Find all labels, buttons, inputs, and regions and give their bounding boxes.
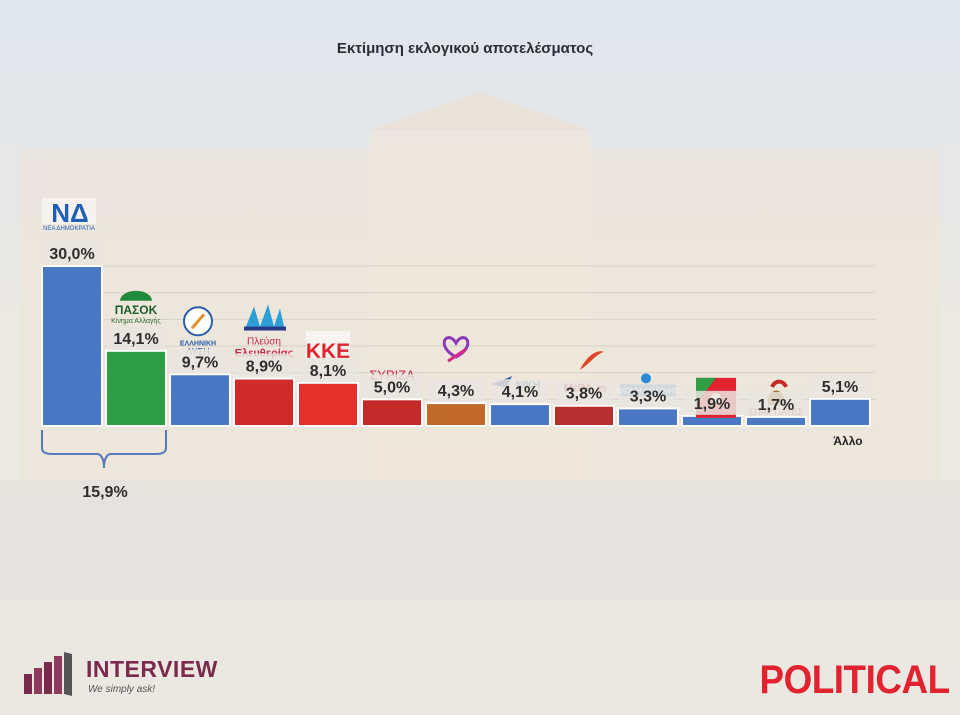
- value-label-niki: 4,1%: [502, 384, 538, 401]
- logo-text: ΝΕΑ ΔΗΜΟΚΡΑΤΙΑ: [43, 226, 95, 232]
- value-label-spartiates: 1,7%: [758, 397, 794, 414]
- bar-syriza: [361, 398, 423, 428]
- logo-kke: ΚΚΕ: [306, 330, 350, 363]
- logo-elliniki-lysi: ΕΛΛΗΝΙΚΗΛΥΣΗ: [180, 306, 216, 356]
- chart-title: Εκτίμηση εκλογικού αποτελέσματος: [337, 40, 593, 57]
- political-logo: POLITICAL: [759, 658, 951, 702]
- logo-plefsi: ΠλεύσηΕλευθερίας: [235, 304, 294, 360]
- logo-text: ΝΔ: [51, 198, 88, 228]
- value-label-foni-logikis: 3,3%: [630, 388, 666, 405]
- bar-kke: [297, 381, 359, 427]
- value-label-elliniki-lysi: 9,7%: [182, 354, 218, 371]
- interview-logo: INTERVIEW We simply ask!: [22, 652, 252, 702]
- bar-spartiates: [745, 415, 807, 427]
- value-label-pasok: 14,1%: [113, 331, 158, 348]
- value-label-plefsi: 8,9%: [246, 359, 282, 376]
- logo-text: Άλλο: [833, 434, 862, 448]
- interview-tagline: We simply ask!: [88, 684, 156, 695]
- bar-niki: [489, 403, 551, 427]
- bar-allo: [809, 397, 871, 427]
- value-label-nd: 30,0%: [49, 246, 94, 263]
- interview-bars-icon: [24, 652, 72, 696]
- bar-elliniki-lysi: [169, 373, 231, 427]
- bar-plefsi: [233, 377, 295, 427]
- bar-pasok: [105, 349, 167, 427]
- label-plate-spartiates: [746, 391, 806, 416]
- label-plate-syriza: [362, 374, 422, 399]
- value-label-mera25: 3,8%: [566, 386, 602, 403]
- bracket: 15,9%: [41, 430, 167, 501]
- bar-foni-logikis: [617, 407, 679, 427]
- label-plate-foni-logikis: [618, 383, 678, 408]
- bracket-label: 15,9%: [82, 484, 127, 501]
- bracket-line: [41, 430, 167, 469]
- value-label-syriza: 5,0%: [374, 379, 410, 396]
- logo-text: Κίνημα Αλλαγής: [111, 317, 161, 325]
- label-plate-plefsi: [234, 353, 294, 378]
- label-plate-allo: [810, 373, 870, 398]
- logo-nea-aristera: [442, 336, 470, 363]
- logo-allo: Άλλο: [833, 434, 862, 448]
- bar-nd: [41, 265, 103, 427]
- label-plate-nd: [42, 241, 102, 265]
- value-labels: 30,0% 14,1% 9,7% 8,9% 8,1% 5,0% 4,3% 4,1% 3,8% 3,…: [42, 241, 870, 416]
- bar-mera25: [553, 404, 615, 428]
- label-plate-kinima: [682, 390, 742, 415]
- value-label-allo: 5,1%: [822, 379, 858, 396]
- logo-text: ΚΚΕ: [306, 340, 350, 363]
- value-label-kke: 8,1%: [310, 363, 346, 380]
- label-plate-nea-aristera: [426, 378, 486, 403]
- label-plate-niki: [490, 379, 550, 404]
- value-label-nea-aristera: 4,3%: [438, 383, 474, 400]
- label-plate-kke: [298, 357, 358, 382]
- value-label-kinima: 1,9%: [694, 396, 730, 413]
- bar-nea-aristera: [425, 402, 487, 428]
- logo-text: ΠΑΣΟΚ: [115, 303, 158, 317]
- label-plate-mera25: [554, 380, 614, 405]
- interview-name: INTERVIEW: [86, 656, 218, 682]
- logo-text: ΕΛΛΗΝΙΚΗ: [180, 340, 216, 347]
- bars: [41, 265, 871, 428]
- label-plate-pasok: [106, 325, 166, 350]
- label-plate-elliniki-lysi: [170, 349, 230, 374]
- logo-text: Πλεύση: [247, 336, 281, 348]
